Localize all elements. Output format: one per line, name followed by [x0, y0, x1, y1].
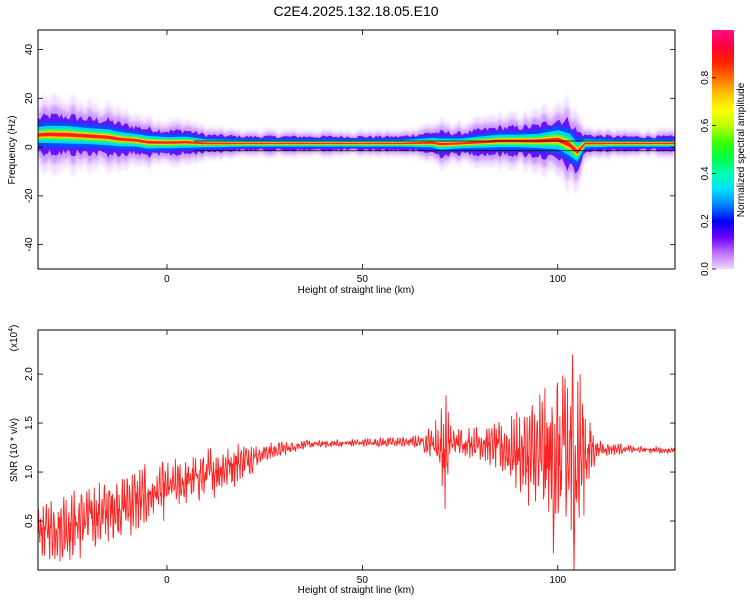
y-tick-label: 0.5	[24, 514, 35, 528]
y-tick-label: 20	[24, 92, 35, 104]
y-tick-label: -40	[24, 237, 35, 252]
spectrogram-plot-area	[38, 91, 675, 196]
x-tick-label: 0	[164, 274, 170, 285]
colorbar-ticks: 0.0 0.2 0.4 0.6 0.8	[700, 70, 716, 276]
page-title: C2E4.2025.132.18.05.E10	[273, 3, 438, 19]
snr-x-axis-label: Height of straight line (km)	[298, 585, 415, 596]
y-tick-label: 0	[24, 144, 35, 150]
snr-frame	[37, 329, 676, 571]
y-tick-label: 40	[24, 44, 35, 56]
spectrogram-frame	[37, 29, 676, 270]
spectrogram-y-ticks: -40 -20 0 20 40	[24, 44, 675, 252]
snr-y-multiplier: (x104)	[8, 325, 20, 352]
y-tick-label: 2.0	[24, 367, 35, 381]
x-tick-label: 100	[549, 274, 566, 285]
colorbar-tick-label: 0.2	[700, 214, 711, 228]
spectrogram-ridge-layer	[38, 132, 675, 154]
snr-panel: 0 50 100 0.5 1.0 1.5 2.0 Height of straight l…	[8, 325, 676, 596]
snr-series-line	[38, 354, 675, 570]
colorbar: 0.0 0.2 0.4 0.6 0.8 Normalized spectral ampl…	[700, 30, 747, 276]
colorbar-label: Normalized spectral amplitude	[736, 82, 747, 217]
spectrogram-panel: 0 50 100 -40 -20 0 20 40 Height of straight li…	[7, 29, 676, 296]
y-tick-label: -20	[24, 188, 35, 203]
x-tick-label: 100	[549, 575, 566, 586]
x-tick-label: 50	[357, 274, 369, 285]
y-tick-label: 1.0	[24, 465, 35, 479]
colorbar-tick-label: 0.0	[700, 262, 711, 276]
colorbar-tick-label: 0.4	[700, 166, 711, 180]
snr-y-ticks: 0.5 1.0 1.5 2.0	[24, 367, 675, 528]
colorbar-gradient	[712, 30, 734, 269]
snr-plot-area	[38, 354, 675, 570]
spectrogram-x-axis-label: Height of straight line (km)	[298, 285, 415, 296]
x-tick-label: 0	[164, 575, 170, 586]
colorbar-tick-label: 0.8	[700, 70, 711, 84]
snr-x-ticks: 0 50 100	[164, 330, 567, 586]
y-tick-label: 1.5	[24, 416, 35, 430]
x-tick-label: 50	[357, 575, 369, 586]
spectrogram-y-axis-label: Frequency (Hz)	[7, 116, 18, 185]
spectrogram-x-ticks: 0 50 100	[164, 30, 567, 285]
snr-y-axis-label: SNR (10 * v/v)	[9, 418, 20, 482]
colorbar-tick-label: 0.6	[700, 118, 711, 132]
